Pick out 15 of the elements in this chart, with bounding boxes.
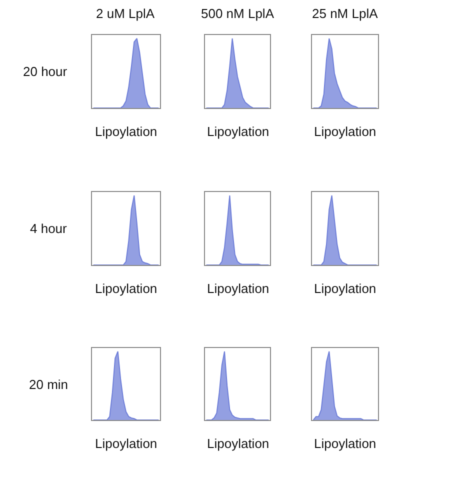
x-axis-title: Lipoylation — [95, 436, 158, 451]
x-axis-title: Lipoylation — [314, 436, 376, 451]
x-axis-title: Lipoylation — [207, 436, 270, 451]
chart-title: 2 uM LplA — [96, 6, 155, 21]
x-axis-title: Lipoylation — [95, 124, 158, 139]
x-axis-title: Lipoylation — [314, 124, 376, 139]
text: 20 min — [29, 377, 68, 392]
x-axis-title: Lipoylation — [207, 281, 270, 296]
x-axis-title: Lipoylation — [207, 124, 270, 139]
chart-title: 500 nM LplA — [201, 6, 274, 21]
text: 4 hour — [30, 221, 68, 236]
text: 20 hour — [23, 64, 68, 79]
x-axis-title: Lipoylation — [314, 281, 376, 296]
chart-title: 25 nM LplA — [312, 6, 378, 21]
x-axis-title: Lipoylation — [95, 281, 158, 296]
